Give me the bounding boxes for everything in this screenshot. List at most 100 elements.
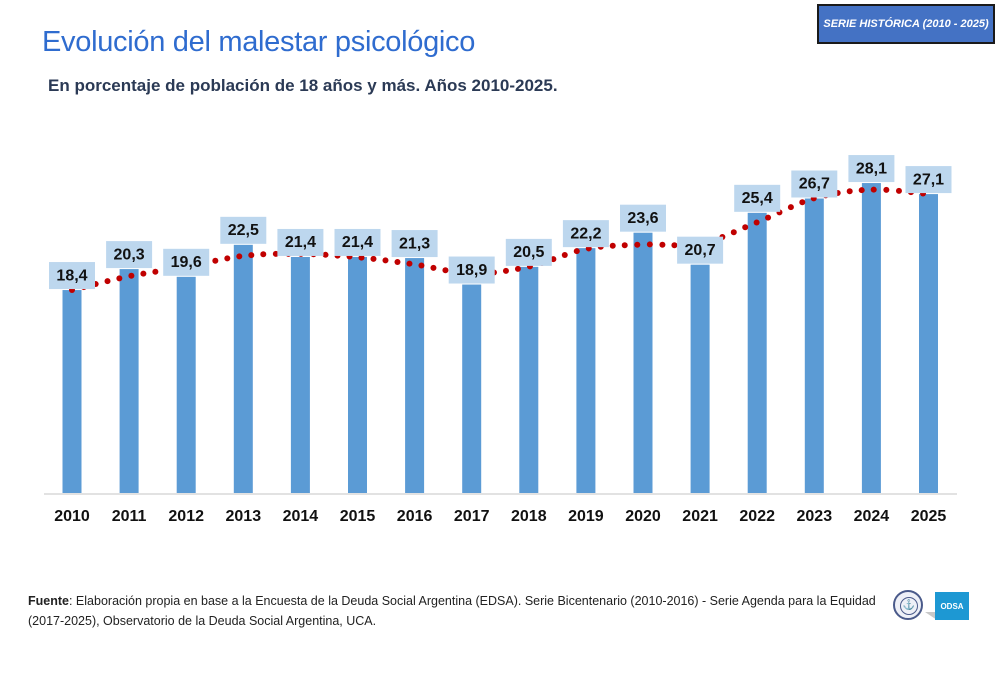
trend-dot bbox=[550, 256, 557, 263]
data-label-background bbox=[848, 155, 895, 183]
trend-dot bbox=[322, 251, 329, 258]
source-text: : Elaboración propia en base a la Encues… bbox=[28, 594, 876, 628]
bar-2024 bbox=[861, 183, 881, 493]
bar-2023 bbox=[804, 198, 824, 493]
trend-dot bbox=[224, 255, 231, 262]
trend-dot bbox=[358, 254, 365, 261]
data-label-background bbox=[220, 216, 267, 244]
trend-dot bbox=[152, 268, 159, 275]
x-tick-label: 2023 bbox=[797, 508, 833, 525]
trend-dot bbox=[382, 257, 389, 264]
trend-dot bbox=[659, 241, 666, 248]
chart-title: Evolución del malestar psicológico bbox=[42, 26, 476, 58]
data-label-2010: 18,4 bbox=[49, 262, 95, 290]
data-label-text: 20,3 bbox=[114, 246, 145, 263]
trend-dot bbox=[730, 229, 737, 236]
trend-dot bbox=[561, 251, 568, 258]
trend-dot bbox=[370, 255, 377, 262]
bar-2025 bbox=[919, 194, 938, 493]
x-tick-label: 2013 bbox=[226, 508, 262, 525]
x-tick-label: 2021 bbox=[682, 508, 718, 525]
x-tick-label: 2020 bbox=[625, 508, 661, 525]
bar-chart: 18,4 20,3 19,6 22,5 21,4 21,4 21,3 18,9 20,5 22,2… bbox=[44, 155, 957, 525]
bar-2016 bbox=[405, 258, 425, 493]
data-label-2020: 23,6 bbox=[620, 204, 666, 232]
bar-2017 bbox=[462, 284, 482, 493]
trend-dot bbox=[753, 219, 760, 226]
data-label-background bbox=[106, 241, 153, 269]
data-label-text: 23,6 bbox=[627, 210, 658, 227]
data-label-2012: 19,6 bbox=[163, 248, 210, 276]
series-badge: SERIE HISTÓRICA (2010 - 2025) bbox=[817, 4, 995, 44]
trend-dot bbox=[272, 250, 279, 257]
data-label-text: 21,4 bbox=[285, 234, 316, 251]
x-tick-label: 2019 bbox=[568, 508, 604, 525]
data-label-background bbox=[163, 248, 210, 276]
trend-dot bbox=[212, 257, 219, 264]
data-label-2011: 20,3 bbox=[106, 241, 153, 269]
x-tick-label: 2011 bbox=[112, 508, 147, 525]
trend-dot bbox=[394, 258, 401, 265]
x-tick-label: 2025 bbox=[911, 508, 947, 525]
data-label-text: 28,1 bbox=[856, 160, 887, 177]
data-label-text: 20,5 bbox=[513, 244, 544, 261]
x-tick-label: 2024 bbox=[854, 508, 890, 525]
data-label-2017: 18,9 bbox=[448, 256, 495, 284]
trend-dot bbox=[248, 252, 255, 259]
data-label-2019: 22,2 bbox=[562, 220, 609, 248]
bar-2021 bbox=[690, 264, 710, 493]
bar-2015 bbox=[348, 256, 367, 493]
trend-dot bbox=[140, 270, 147, 277]
bar-2013 bbox=[233, 244, 253, 493]
trend-dot bbox=[846, 188, 853, 195]
trend-dot bbox=[634, 241, 641, 248]
trend-dot bbox=[883, 186, 890, 193]
data-label-background bbox=[505, 238, 552, 266]
trend-dot bbox=[260, 251, 267, 258]
data-label-2025: 27,1 bbox=[905, 166, 952, 194]
data-label-text: 18,4 bbox=[56, 267, 87, 284]
bar-2019 bbox=[576, 248, 596, 493]
data-label-text: 21,3 bbox=[399, 235, 430, 252]
source-label: Fuente bbox=[28, 594, 69, 608]
data-label-background bbox=[620, 204, 666, 232]
x-tick-label: 2012 bbox=[168, 508, 204, 525]
data-label-text: 18,9 bbox=[456, 262, 487, 279]
bar-2022 bbox=[747, 212, 767, 493]
trend-dot bbox=[573, 248, 580, 255]
trend-dot bbox=[621, 242, 628, 249]
data-label-text: 26,7 bbox=[799, 176, 830, 193]
data-label-2013: 22,5 bbox=[220, 216, 267, 244]
x-tick-label: 2015 bbox=[340, 508, 376, 525]
x-tick-label: 2018 bbox=[511, 508, 547, 525]
data-label-background bbox=[791, 170, 838, 198]
data-label-text: 19,6 bbox=[171, 254, 202, 271]
data-label-2014: 21,4 bbox=[277, 228, 324, 256]
data-label-background bbox=[448, 256, 495, 284]
bar-2018 bbox=[519, 266, 539, 493]
data-label-text: 25,4 bbox=[742, 190, 773, 207]
data-label-background bbox=[734, 184, 781, 212]
trend-dot bbox=[236, 253, 243, 260]
trend-dot bbox=[104, 278, 111, 285]
trend-dot bbox=[858, 187, 865, 194]
trend-dot bbox=[870, 186, 877, 193]
data-label-background bbox=[677, 236, 724, 264]
data-label-2021: 20,7 bbox=[677, 236, 724, 264]
trend-dot bbox=[442, 267, 449, 274]
data-label-background bbox=[391, 230, 438, 258]
trend-dot bbox=[128, 272, 135, 279]
trend-dot bbox=[502, 267, 509, 274]
trend-dot bbox=[787, 204, 794, 211]
trend-dot bbox=[418, 262, 425, 269]
bar-2014 bbox=[290, 256, 310, 493]
logo-tail-decoration bbox=[925, 612, 937, 620]
trend-dot bbox=[406, 260, 413, 267]
trend-dot bbox=[646, 241, 653, 248]
x-tick-label: 2017 bbox=[454, 508, 490, 525]
x-tick-label: 2014 bbox=[283, 508, 319, 525]
data-label-2024: 28,1 bbox=[848, 155, 895, 183]
x-tick-label: 2022 bbox=[739, 508, 775, 525]
bar-2010 bbox=[62, 290, 82, 493]
trend-dot bbox=[742, 224, 749, 231]
